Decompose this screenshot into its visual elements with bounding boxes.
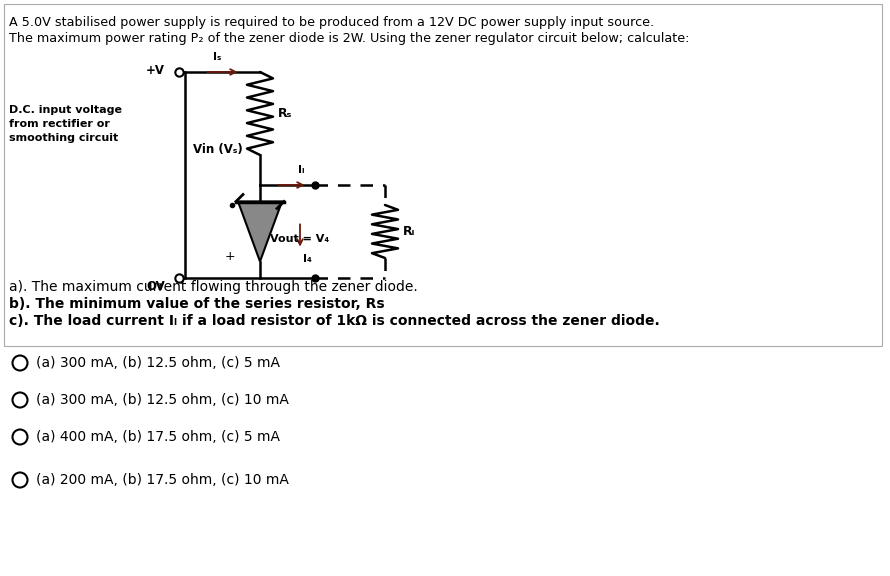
Text: b). The minimum value of the series resistor, Rs: b). The minimum value of the series resi…: [9, 297, 384, 311]
Text: (a) 300 mA, (b) 12.5 ohm, (c) 10 mA: (a) 300 mA, (b) 12.5 ohm, (c) 10 mA: [36, 393, 289, 407]
Text: +: +: [224, 250, 235, 263]
Text: Iₗ: Iₗ: [298, 165, 304, 175]
FancyBboxPatch shape: [4, 4, 882, 346]
Polygon shape: [238, 202, 282, 262]
Text: Rₛ: Rₛ: [278, 107, 293, 120]
Text: c). The load current Iₗ if a load resistor of 1kΩ is connected across the zener : c). The load current Iₗ if a load resist…: [9, 314, 659, 328]
Text: Iₛ: Iₛ: [214, 52, 222, 62]
Text: a). The maximum current flowing through the zener diode.: a). The maximum current flowing through …: [9, 280, 417, 294]
Text: A 5.0V stabilised power supply is required to be produced from a 12V DC power su: A 5.0V stabilised power supply is requir…: [9, 16, 654, 29]
Text: +V: +V: [146, 63, 165, 77]
Text: Vin (Vₛ): Vin (Vₛ): [193, 143, 243, 157]
Text: I₄: I₄: [303, 253, 312, 263]
Text: D.C. input voltage: D.C. input voltage: [9, 105, 122, 115]
Text: (a) 300 mA, (b) 12.5 ohm, (c) 5 mA: (a) 300 mA, (b) 12.5 ohm, (c) 5 mA: [36, 356, 280, 370]
Text: from rectifier or: from rectifier or: [9, 119, 109, 129]
Text: (a) 200 mA, (b) 17.5 ohm, (c) 10 mA: (a) 200 mA, (b) 17.5 ohm, (c) 10 mA: [36, 473, 289, 487]
Text: smoothing circuit: smoothing circuit: [9, 133, 118, 143]
Text: The maximum power rating P₂ of the zener diode is 2W. Using the zener regulator : The maximum power rating P₂ of the zener…: [9, 32, 690, 45]
Text: Rₗ: Rₗ: [403, 225, 416, 238]
Text: OV: OV: [146, 280, 165, 293]
Text: (a) 400 mA, (b) 17.5 ohm, (c) 5 mA: (a) 400 mA, (b) 17.5 ohm, (c) 5 mA: [36, 430, 280, 444]
Text: Vout = V₄: Vout = V₄: [270, 234, 329, 244]
